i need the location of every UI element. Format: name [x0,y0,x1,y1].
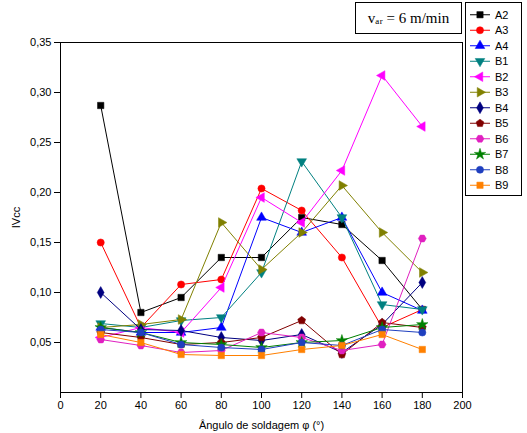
svg-text:0: 0 [57,399,63,411]
svg-text:100: 100 [252,399,270,411]
svg-text:B9: B9 [495,179,508,191]
svg-text:0,20: 0,20 [30,186,51,198]
svg-text:B7: B7 [495,148,508,160]
svg-text:120: 120 [293,399,311,411]
svg-text:Ângulo de soldagem φ (°): Ângulo de soldagem φ (°) [199,419,324,431]
svg-text:0,35: 0,35 [30,36,51,48]
svg-text:B5: B5 [495,117,508,129]
svg-text:A2: A2 [495,9,508,21]
svg-text:20: 20 [95,399,107,411]
svg-text:0,30: 0,30 [30,86,51,98]
svg-text:0,15: 0,15 [30,236,51,248]
svg-text:40: 40 [135,399,147,411]
svg-text:B8: B8 [495,164,508,176]
svg-text:A4: A4 [495,40,508,52]
svg-text:IVcc: IVcc [10,206,22,228]
svg-text:180: 180 [413,399,431,411]
svg-text:0,10: 0,10 [30,286,51,298]
svg-text:B1: B1 [495,55,508,67]
html-text:vₐᵣ = 6 m/min: vₐᵣ = 6 m/min [367,9,450,26]
svg-text:B6: B6 [495,133,508,145]
svg-text:0,05: 0,05 [30,336,51,348]
svg-text:B3: B3 [495,86,508,98]
svg-text:60: 60 [175,399,187,411]
svg-text:160: 160 [373,399,391,411]
svg-text:200: 200 [453,399,471,411]
svg-text:80: 80 [215,399,227,411]
svg-text:140: 140 [333,399,351,411]
svg-text:0,25: 0,25 [30,136,51,148]
svg-text:B4: B4 [495,102,508,114]
svg-text:A3: A3 [495,24,508,36]
svg-text:B2: B2 [495,71,508,83]
